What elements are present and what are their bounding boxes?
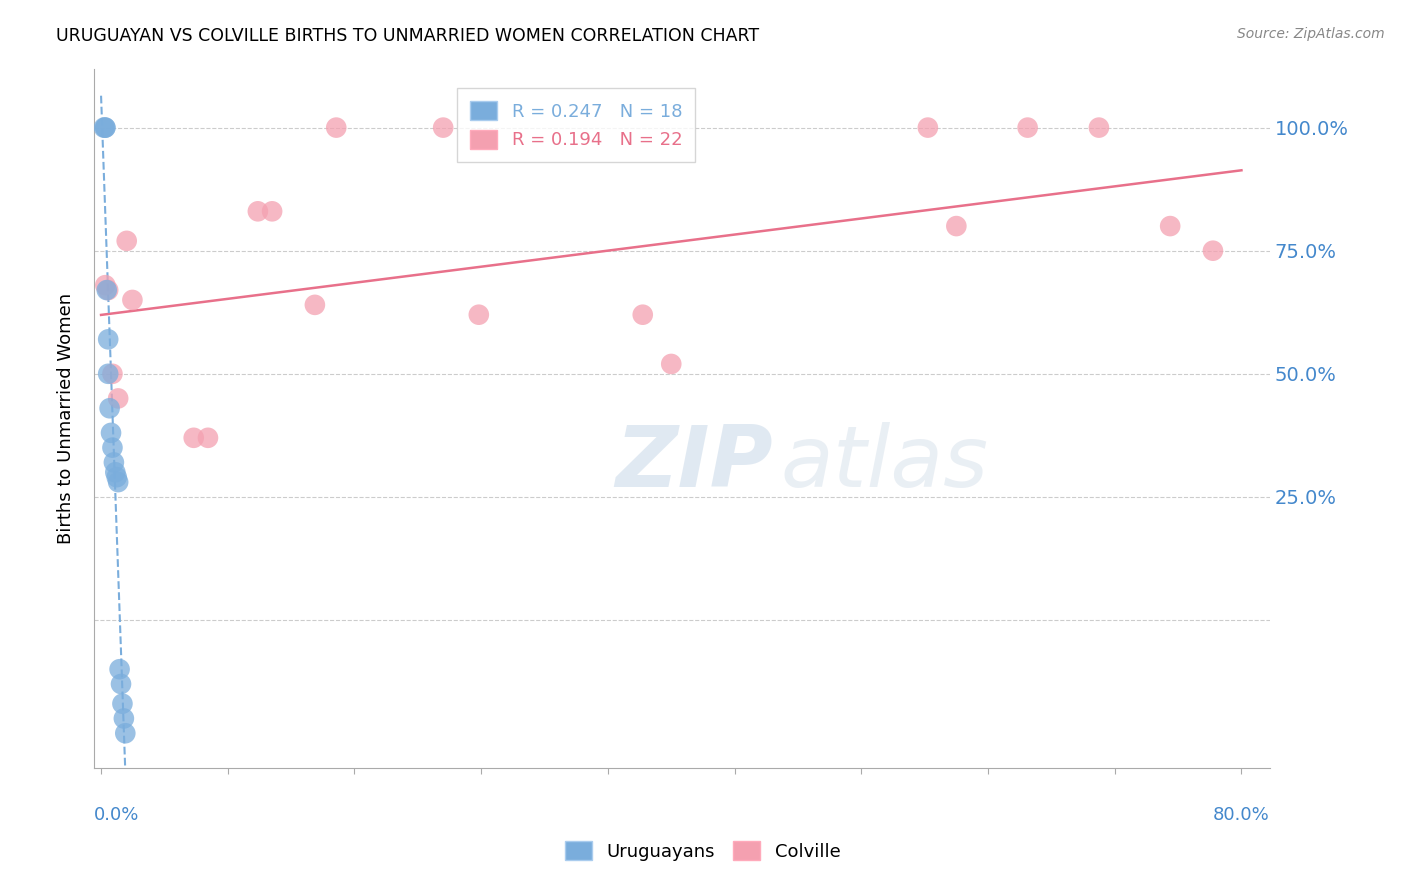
Point [1088,120,1111,135]
Point [432,120,454,135]
Legend: R = 0.247   N = 18, R = 0.194   N = 22: R = 0.247 N = 18, R = 0.194 N = 22 [457,88,695,162]
Point [121,293,143,307]
Point [94,278,117,293]
Point [631,308,654,322]
Point [111,697,134,711]
Point [105,470,128,484]
Point [304,298,326,312]
Point [97,283,120,297]
Point [101,441,124,455]
Point [110,677,132,691]
Text: URUGUAYAN VS COLVILLE BIRTHS TO UNMARRIED WOMEN CORRELATION CHART: URUGUAYAN VS COLVILLE BIRTHS TO UNMARRIE… [56,27,759,45]
Point [262,204,284,219]
Point [183,431,205,445]
Point [246,204,269,219]
Point [112,711,135,725]
Point [468,308,491,322]
Point [103,455,125,469]
Point [104,465,127,479]
Point [98,401,121,416]
Text: 80.0%: 80.0% [1213,806,1270,824]
Point [1017,120,1039,135]
Point [108,662,131,676]
Point [93,120,115,135]
Point [1159,219,1181,233]
Point [97,332,120,346]
Legend: Uruguayans, Colville: Uruguayans, Colville [557,831,849,870]
Point [107,392,129,406]
Point [114,726,136,740]
Point [325,120,347,135]
Point [917,120,939,135]
Point [659,357,682,371]
Point [101,367,124,381]
Point [115,234,138,248]
Point [1202,244,1225,258]
Point [945,219,967,233]
Y-axis label: Births to Unmarried Women: Births to Unmarried Women [58,293,75,544]
Point [96,283,118,297]
Point [197,431,219,445]
Text: ZIP: ZIP [616,422,773,506]
Point [94,120,117,135]
Point [100,425,122,440]
Point [94,120,117,135]
Text: Source: ZipAtlas.com: Source: ZipAtlas.com [1237,27,1385,41]
Point [107,475,129,489]
Text: atlas: atlas [780,422,988,506]
Point [97,367,120,381]
Text: 0.0%: 0.0% [94,806,139,824]
